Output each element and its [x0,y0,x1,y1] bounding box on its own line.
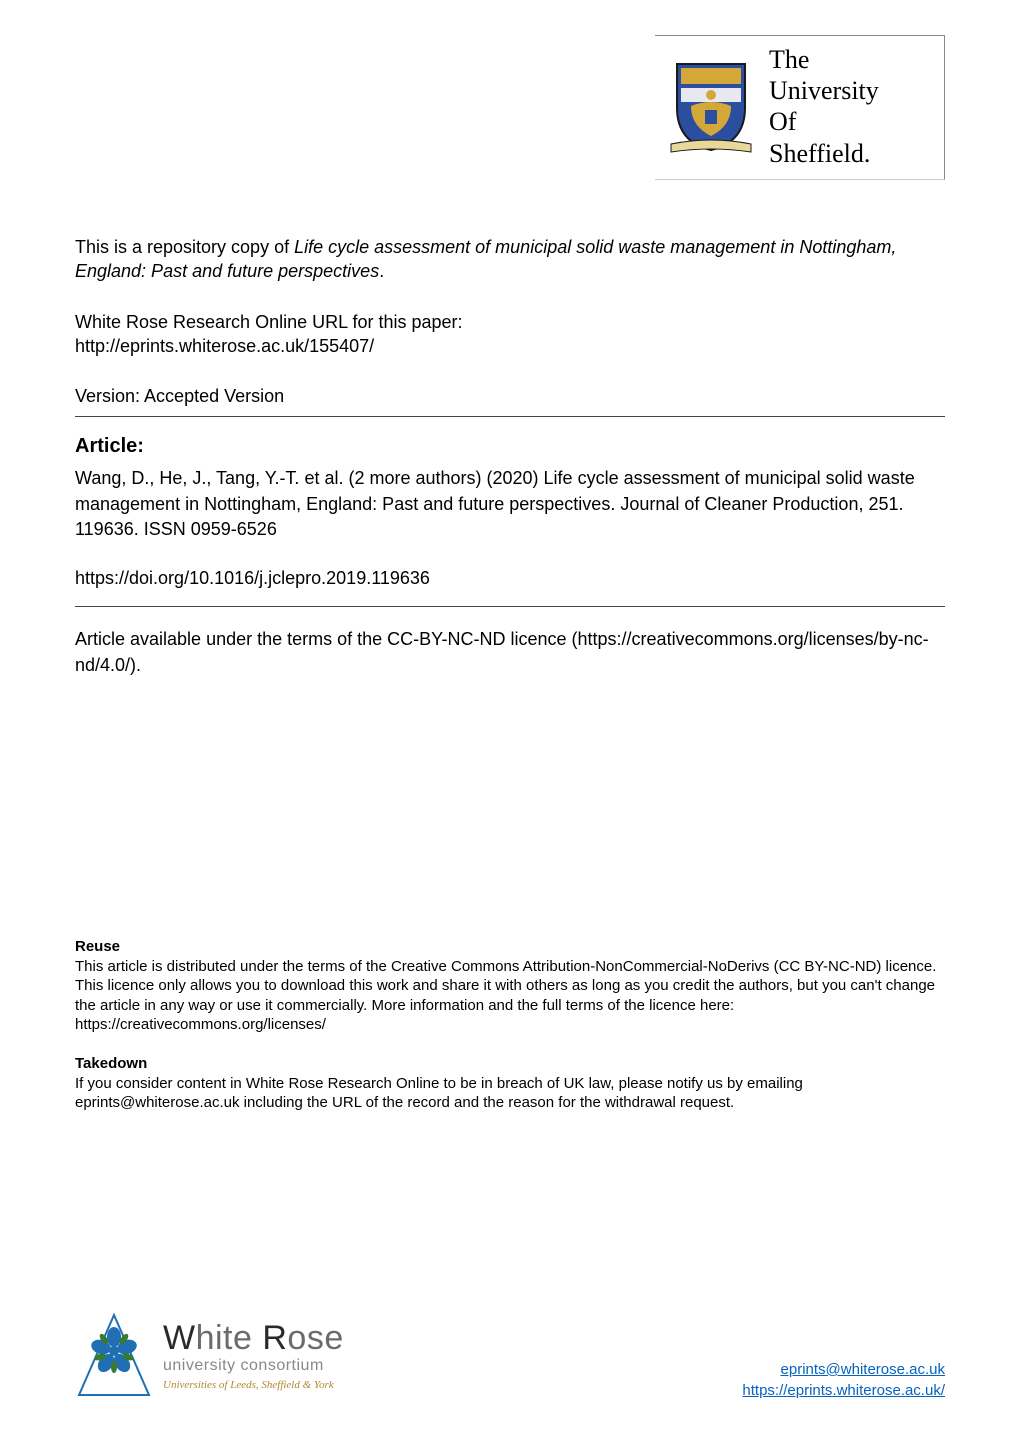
university-crest-icon [667,58,755,154]
page-footer: White Rose university consortium Univers… [75,1311,945,1401]
intro-prefix: This is a repository copy of [75,237,294,257]
repository-url: http://eprints.whiterose.ac.uk/155407/ [75,334,945,358]
takedown-body: If you consider content in White Rose Re… [75,1074,945,1113]
whiterose-title-part: hite [196,1319,263,1357]
whiterose-logo: White Rose university consortium Univers… [75,1311,344,1401]
university-logo-box: The University Of Sheffield. [655,35,945,180]
university-name: The University Of Sheffield. [769,44,879,169]
university-name-line: Of [769,106,879,137]
whiterose-title-r: R [262,1319,287,1357]
eprints-site-link[interactable]: https://eprints.whiterose.ac.uk/ [742,1382,945,1399]
takedown-heading: Takedown [75,1055,945,1072]
whiterose-subtitle: university consortium [163,1357,344,1375]
whiterose-rose-icon [75,1311,153,1401]
version-label: Version: Accepted Version [75,384,945,408]
whiterose-tagline: Universities of Leeds, Sheffield & York [163,1379,344,1391]
article-heading: Article: [75,435,945,458]
repository-intro: This is a repository copy of Life cycle … [75,235,945,284]
url-label: White Rose Research Online URL for this … [75,310,945,334]
divider [75,416,945,417]
reuse-heading: Reuse [75,938,945,955]
reuse-body: This article is distributed under the te… [75,957,945,1035]
contact-email-link[interactable]: eprints@whiterose.ac.uk [781,1361,945,1378]
university-name-line: University [769,75,879,106]
whiterose-title: White Rose [163,1321,344,1355]
university-name-line: Sheffield. [769,138,879,169]
licence-note: Article available under the terms of the… [75,627,945,677]
main-content: This is a repository copy of Life cycle … [75,235,945,1113]
university-name-line: The [769,44,879,75]
article-citation: Wang, D., He, J., Tang, Y.-T. et al. (2 … [75,466,945,542]
whiterose-title-part: ose [287,1319,343,1357]
divider [75,606,945,607]
footer-links: eprints@whiterose.ac.uk https://eprints.… [742,1359,945,1401]
whiterose-text: White Rose university consortium Univers… [163,1321,344,1391]
intro-suffix: . [379,261,384,281]
whiterose-title-w: W [163,1319,196,1357]
article-doi: https://doi.org/10.1016/j.jclepro.2019.1… [75,566,945,590]
